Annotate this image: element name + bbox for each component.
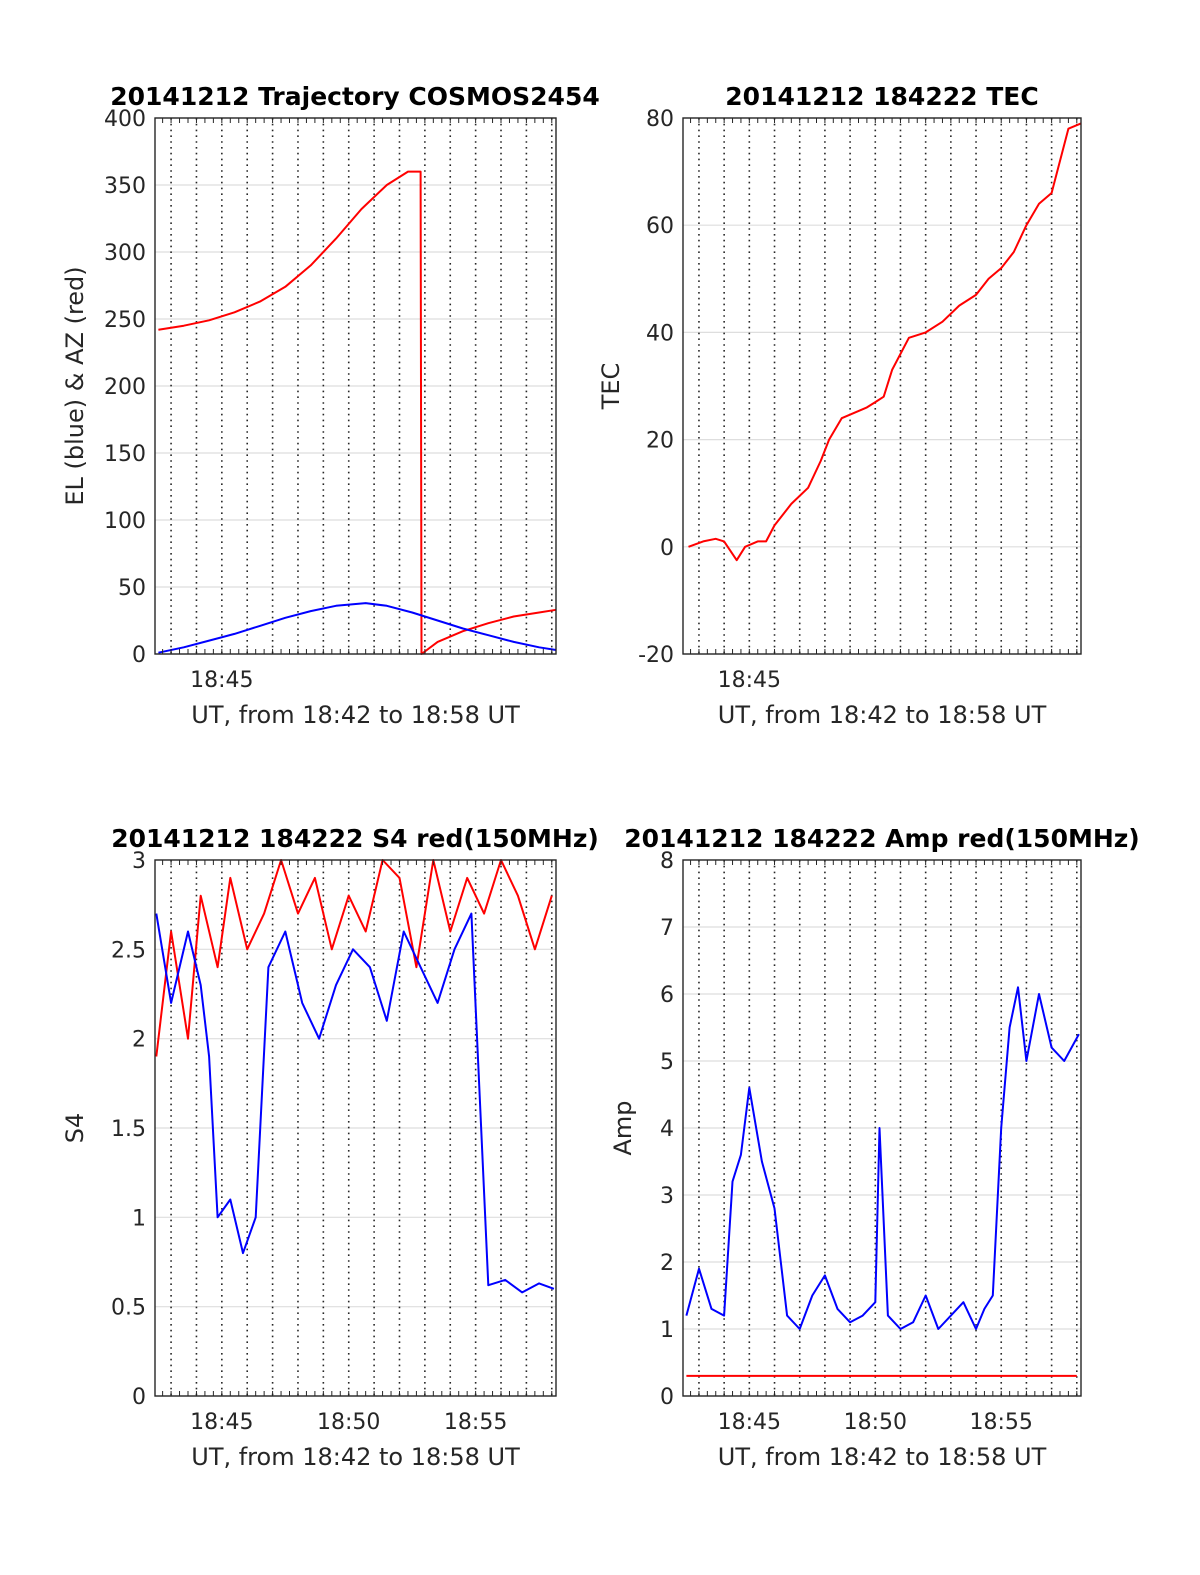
y-tick-label: 0 bbox=[660, 1385, 674, 1410]
x-tick-label: 18:55 bbox=[970, 1410, 1033, 1435]
y-tick-label: 300 bbox=[104, 241, 146, 266]
y-tick-label: 20 bbox=[646, 429, 674, 454]
y-axis-label: S4 bbox=[61, 1113, 89, 1144]
y-axis-label: Amp bbox=[609, 1100, 637, 1155]
y-tick-label: 150 bbox=[104, 442, 146, 467]
axes-box bbox=[154, 859, 557, 1397]
x-axis-label: UT, from 18:42 to 18:58 UT bbox=[191, 1443, 520, 1471]
y-tick-label: 8 bbox=[660, 849, 674, 874]
chart-title: 20141212 Trajectory COSMOS2454 bbox=[110, 82, 600, 111]
x-axis-label: UT, from 18:42 to 18:58 UT bbox=[191, 701, 520, 729]
y-tick-label: -20 bbox=[638, 643, 674, 668]
chart-panel-4: 0 1 2 3 4 5 6 7 8 18:45 18:50 18:55 20141212 184222 … bbox=[609, 824, 1140, 1471]
x-tick-label: 18:45 bbox=[190, 1410, 253, 1435]
chart-panel-1: 0 50 100 150 200 250 300 350 400 18:45 20141212 Tr… bbox=[61, 82, 600, 729]
y-tick-label: 6 bbox=[660, 983, 674, 1008]
y-tick-label: 2 bbox=[132, 1028, 146, 1053]
y-axis-label: EL (blue) & AZ (red) bbox=[61, 266, 89, 505]
y-tick-label: 1.5 bbox=[111, 1117, 146, 1142]
y-tick-label: 250 bbox=[104, 308, 146, 333]
y-tick-label: 1 bbox=[132, 1206, 146, 1231]
series-line-2 bbox=[158, 602, 557, 654]
y-tick-label: 200 bbox=[104, 375, 146, 400]
series-line-1 bbox=[158, 170, 557, 655]
y-axis-label: TEC bbox=[597, 363, 625, 411]
x-axis-label: UT, from 18:42 to 18:58 UT bbox=[718, 701, 1047, 729]
axes-box bbox=[682, 859, 1082, 1397]
x-tick-label: 18:45 bbox=[718, 668, 781, 693]
x-tick-label: 18:50 bbox=[317, 1410, 380, 1435]
y-tick-label: 350 bbox=[104, 174, 146, 199]
y-tick-label: 400 bbox=[104, 107, 146, 132]
x-tick-label: 18:45 bbox=[190, 668, 253, 693]
y-tick-label: 1 bbox=[660, 1318, 674, 1343]
series-line-1 bbox=[155, 859, 553, 1057]
chart-panel-3: 0 0.5 1 1.5 2 2.5 3 18:45 18:50 18:55 20141212 184… bbox=[61, 824, 599, 1471]
x-tick-label: 18:55 bbox=[444, 1410, 507, 1435]
y-tick-label: 4 bbox=[660, 1117, 674, 1142]
y-tick-label: 100 bbox=[104, 509, 146, 534]
y-tick-label: 3 bbox=[132, 849, 146, 874]
y-tick-label: 2 bbox=[660, 1251, 674, 1276]
y-tick-label: 50 bbox=[118, 576, 146, 601]
y-tick-label: 0 bbox=[660, 536, 674, 561]
series-line-2 bbox=[155, 912, 555, 1294]
y-tick-label: 3 bbox=[660, 1184, 674, 1209]
chart-title: 20141212 184222 S4 red(150MHz) bbox=[111, 824, 599, 853]
y-tick-label: 5 bbox=[660, 1050, 674, 1075]
axes-box bbox=[682, 117, 1082, 655]
chart-title: 20141212 184222 TEC bbox=[725, 82, 1038, 111]
chart-title: 20141212 184222 Amp red(150MHz) bbox=[624, 824, 1140, 853]
y-tick-label: 0 bbox=[132, 1385, 146, 1410]
chart-panel-2: -20 0 20 40 60 80 18:45 20141212 184222 TEC UT, … bbox=[597, 82, 1082, 729]
x-tick-label: 18:50 bbox=[844, 1410, 907, 1435]
axes-box bbox=[154, 117, 557, 655]
y-tick-label: 80 bbox=[646, 107, 674, 132]
x-tick-label: 18:45 bbox=[718, 1410, 781, 1435]
y-tick-label: 2.5 bbox=[111, 938, 146, 963]
y-tick-label: 0 bbox=[132, 643, 146, 668]
series-line-1 bbox=[688, 122, 1082, 562]
y-tick-label: 60 bbox=[646, 214, 674, 239]
y-tick-label: 0.5 bbox=[111, 1296, 146, 1321]
y-tick-label: 40 bbox=[646, 321, 674, 346]
y-tick-label: 7 bbox=[660, 916, 674, 941]
series-line-2 bbox=[685, 986, 1080, 1330]
x-axis-label: UT, from 18:42 to 18:58 UT bbox=[718, 1443, 1047, 1471]
